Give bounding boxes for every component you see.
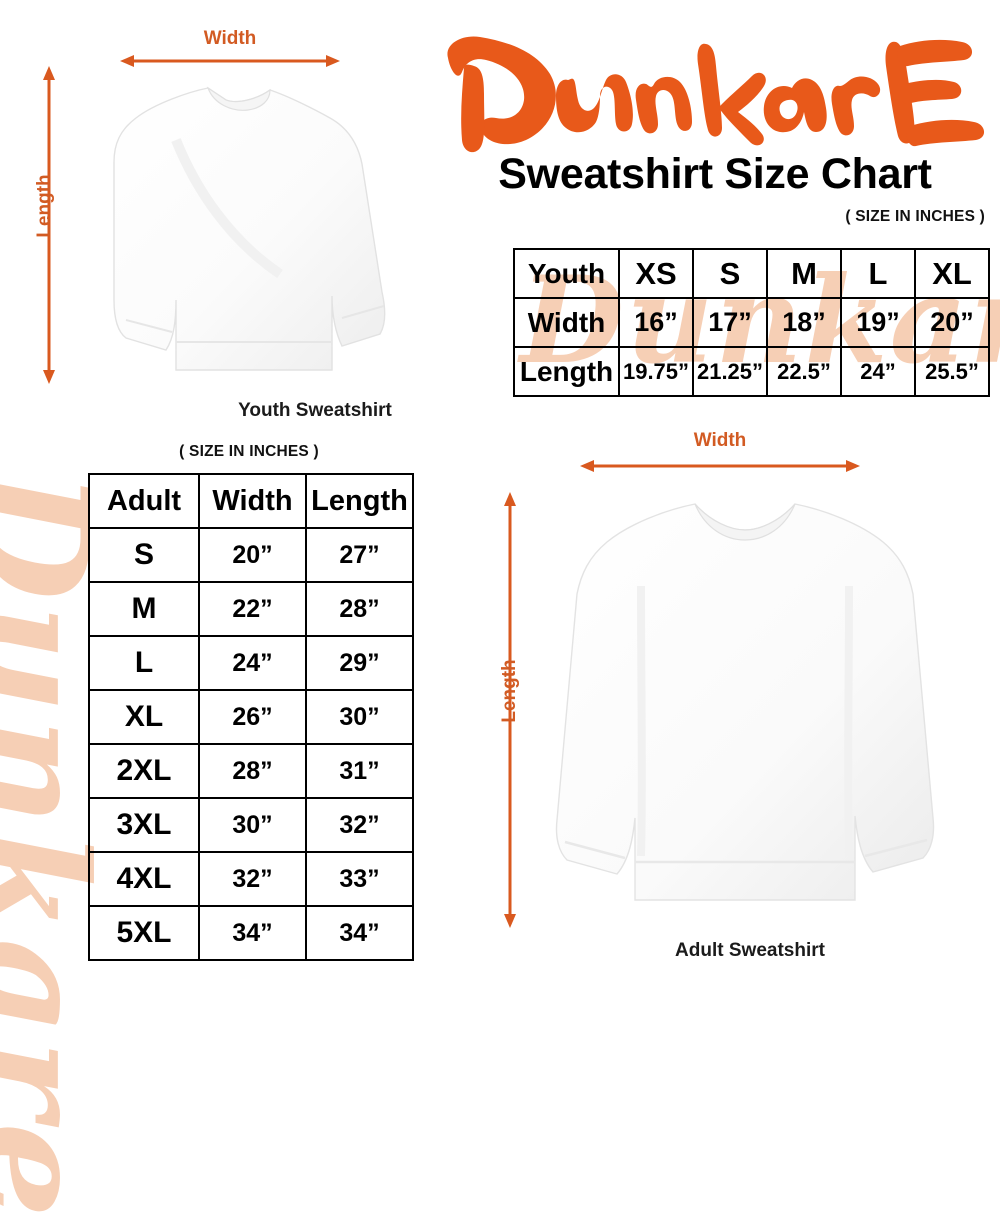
table-row: 2XL 28” 31” bbox=[88, 743, 414, 799]
adult-row-length: 32” bbox=[305, 797, 414, 853]
adult-row-width: 32” bbox=[198, 851, 307, 907]
adult-row-width: 30” bbox=[198, 797, 307, 853]
youth-width-xl: 20” bbox=[914, 297, 990, 348]
adult-width-arrow bbox=[580, 457, 860, 475]
youth-table-corner-label: Youth bbox=[513, 248, 620, 299]
adult-row-width: 22” bbox=[198, 581, 307, 637]
youth-col-l: L bbox=[840, 248, 916, 299]
table-row: M 22” 28” bbox=[88, 581, 414, 637]
adult-row-size: L bbox=[88, 635, 200, 691]
adult-row-size: 4XL bbox=[88, 851, 200, 907]
adult-row-size: 5XL bbox=[88, 905, 200, 961]
adult-length-arrow bbox=[501, 492, 519, 928]
adult-row-size: S bbox=[88, 527, 200, 583]
youth-length-s: 21.25” bbox=[692, 346, 768, 397]
table-row: Length 19.75” 21.25” 22.5” 24” 25.5” bbox=[513, 346, 990, 397]
adult-sweatshirt-caption: Adult Sweatshirt bbox=[675, 940, 825, 961]
youth-length-m: 22.5” bbox=[766, 346, 842, 397]
youth-length-xl: 25.5” bbox=[914, 346, 990, 397]
adult-row-length: 30” bbox=[305, 689, 414, 745]
adult-col-length: Length bbox=[305, 473, 414, 529]
adult-size-table: Adult Width Length S 20” 27” M 22” 28” L 24” 29”… bbox=[88, 473, 414, 961]
adult-row-width: 26” bbox=[198, 689, 307, 745]
size-unit-note-youth: ( SIZE IN INCHES ) bbox=[845, 208, 985, 225]
adult-row-length: 33” bbox=[305, 851, 414, 907]
youth-col-xl: XL bbox=[914, 248, 990, 299]
youth-width-xs: 16” bbox=[618, 297, 694, 348]
youth-width-l: 19” bbox=[840, 297, 916, 348]
youth-col-s: S bbox=[692, 248, 768, 299]
youth-width-label: Width bbox=[203, 28, 257, 49]
adult-row-length: 31” bbox=[305, 743, 414, 799]
adult-row-width: 24” bbox=[198, 635, 307, 691]
youth-sweatshirt-caption: Youth Sweatshirt bbox=[238, 400, 392, 421]
brand-logo bbox=[440, 28, 990, 158]
youth-col-m: M bbox=[766, 248, 842, 299]
adult-col-width: Width bbox=[198, 473, 307, 529]
adult-length-label: Length bbox=[499, 659, 520, 723]
youth-length-arrow bbox=[40, 66, 58, 384]
table-row: Width 16” 17” 18” 19” 20” bbox=[513, 297, 990, 348]
youth-size-table: Youth XS S M L XL Width 16” 17” 18” 19” … bbox=[513, 248, 990, 397]
adult-row-width: 20” bbox=[198, 527, 307, 583]
adult-table-corner-label: Adult bbox=[88, 473, 200, 529]
youth-length-l: 24” bbox=[840, 346, 916, 397]
page-title: Sweatshirt Size Chart bbox=[498, 150, 932, 198]
adult-row-length: 28” bbox=[305, 581, 414, 637]
table-row: 4XL 32” 33” bbox=[88, 851, 414, 907]
adult-row-length: 27” bbox=[305, 527, 414, 583]
adult-row-size: 3XL bbox=[88, 797, 200, 853]
youth-row-label-width: Width bbox=[513, 297, 620, 348]
adult-row-width: 28” bbox=[198, 743, 307, 799]
table-row: S 20” 27” bbox=[88, 527, 414, 583]
adult-row-size: XL bbox=[88, 689, 200, 745]
adult-row-size: 2XL bbox=[88, 743, 200, 799]
table-row: Adult Width Length bbox=[88, 473, 414, 529]
adult-row-length: 29” bbox=[305, 635, 414, 691]
table-row: 5XL 34” 34” bbox=[88, 905, 414, 961]
size-unit-note-adult: ( SIZE IN INCHES ) bbox=[179, 443, 319, 460]
youth-length-label: Length bbox=[34, 174, 55, 238]
adult-width-label: Width bbox=[693, 430, 747, 451]
table-row: Youth XS S M L XL bbox=[513, 248, 990, 299]
size-chart-page: Dunkare Dunkare bbox=[0, 28, 1000, 1222]
youth-row-label-length: Length bbox=[513, 346, 620, 397]
table-row: L 24” 29” bbox=[88, 635, 414, 691]
youth-width-m: 18” bbox=[766, 297, 842, 348]
table-row: 3XL 30” 32” bbox=[88, 797, 414, 853]
youth-col-xs: XS bbox=[618, 248, 694, 299]
youth-width-s: 17” bbox=[692, 297, 768, 348]
youth-sweatshirt-image bbox=[80, 70, 410, 390]
table-row: XL 26” 30” bbox=[88, 689, 414, 745]
adult-sweatshirt-image bbox=[545, 490, 945, 940]
youth-width-arrow bbox=[120, 52, 340, 70]
youth-length-xs: 19.75” bbox=[618, 346, 694, 397]
adult-row-length: 34” bbox=[305, 905, 414, 961]
adult-row-width: 34” bbox=[198, 905, 307, 961]
adult-row-size: M bbox=[88, 581, 200, 637]
